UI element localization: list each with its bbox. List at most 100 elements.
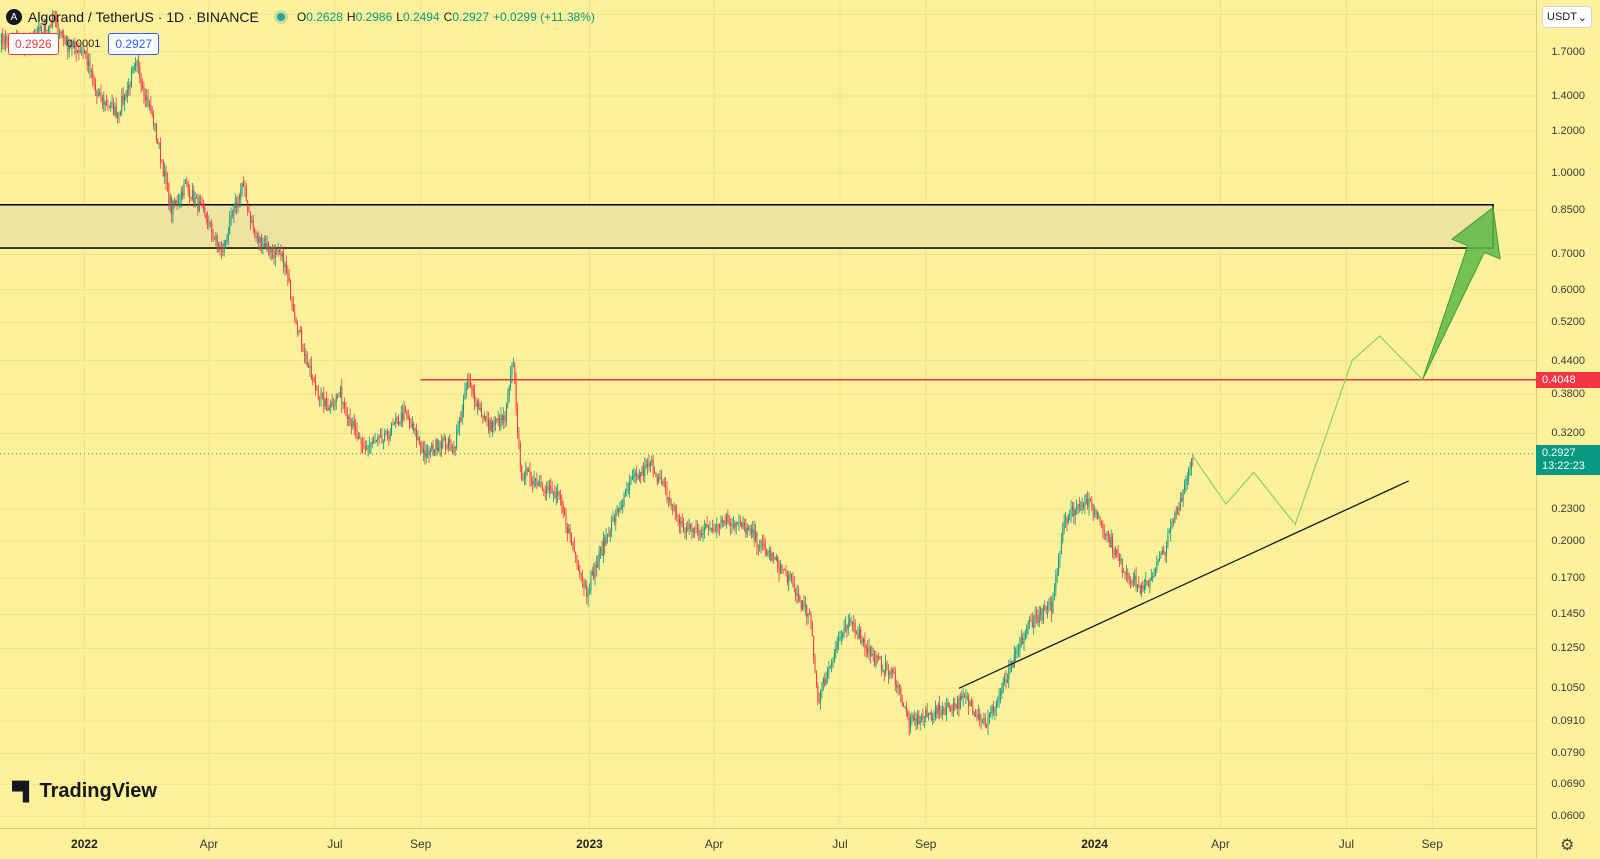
candle-body (339, 387, 341, 396)
candle-body (630, 479, 632, 482)
candle-body (362, 444, 364, 446)
candle-body (1192, 458, 1194, 460)
gear-icon[interactable]: ⚙ (1560, 837, 1575, 854)
candle-body (507, 395, 509, 405)
candle-body (1031, 619, 1033, 628)
price-axis[interactable]: 2.00001.70001.40001.20001.00000.85000.70… (1536, 0, 1600, 858)
buy-button[interactable]: 0.2927 (108, 33, 160, 55)
candle-body (1149, 580, 1151, 587)
candle-body (868, 647, 870, 654)
candle-body (439, 442, 441, 448)
candle-body (198, 201, 200, 212)
candle-body (2, 33, 4, 43)
candle-body (1027, 622, 1029, 626)
candle-body (182, 191, 184, 196)
candle-body (486, 418, 488, 420)
candle-body (108, 107, 110, 109)
candle-body (447, 439, 449, 449)
candle-body (536, 478, 538, 486)
algorand-logo-icon: A (6, 9, 22, 25)
candle-body (876, 655, 878, 657)
candle-body (749, 527, 751, 529)
candle-body (1127, 573, 1129, 576)
candle-body (65, 36, 67, 45)
candle-body (824, 678, 826, 686)
candle-body (82, 51, 84, 54)
candle-body (926, 709, 928, 717)
candle-body (110, 103, 112, 108)
candle-body (871, 653, 873, 656)
candle-body (515, 379, 517, 411)
candle-body (445, 437, 447, 449)
candle-body (845, 624, 846, 628)
candle-body (580, 574, 582, 576)
candle-body (272, 247, 274, 253)
candle-body (999, 694, 1001, 696)
candle-body (698, 528, 700, 535)
candle-body (839, 637, 841, 640)
candle-body (483, 415, 485, 419)
candle-body (619, 507, 621, 513)
candle-body (428, 450, 430, 456)
candle-body (690, 523, 691, 529)
candle-body (976, 716, 978, 719)
price-tick-label: 0.3800 (1551, 388, 1585, 401)
symbol-title[interactable]: Algorand / TetherUS · 1D · BINANCE (28, 9, 259, 25)
price-tick-label: 0.8500 (1551, 204, 1585, 217)
candle-body (726, 514, 727, 526)
candle-body (800, 601, 802, 610)
candle-body (194, 197, 196, 204)
candle-body (144, 94, 146, 101)
candle-body (634, 472, 636, 477)
candle-body (991, 706, 993, 712)
candle-body (540, 482, 542, 488)
candle-body (667, 497, 669, 500)
candle-body (1109, 535, 1111, 547)
projection-path (1192, 335, 1423, 526)
candle-body (641, 467, 643, 477)
candle-body (255, 232, 257, 239)
candle-body (277, 250, 279, 252)
candle-body (450, 443, 452, 452)
candle-body (1056, 573, 1058, 575)
candle-body (61, 31, 63, 35)
candle-body (1107, 532, 1109, 536)
price-chart[interactable] (0, 0, 1536, 828)
candle-body (1006, 679, 1008, 682)
candle-body (215, 236, 217, 240)
candle-body (1070, 508, 1072, 515)
candle-body (244, 186, 246, 190)
time-tick-label: Apr (199, 837, 219, 851)
candle-body (1002, 681, 1004, 690)
candle-body (420, 443, 422, 447)
candle-body (875, 655, 877, 666)
candle-body (406, 411, 408, 417)
candle-body (504, 415, 506, 421)
current-price-value: 0.2927 (1542, 446, 1576, 459)
candle-body (952, 702, 954, 712)
candle-body (986, 725, 988, 728)
tradingview-logo[interactable]: ▀▌ TradingView (12, 780, 157, 803)
time-axis[interactable]: 2022 Apr Jul Sep 2023 Apr Jul Sep 2024 Apr Jul Sep (0, 828, 1536, 859)
candle-body (1132, 580, 1134, 584)
candle-body (777, 556, 779, 568)
candle-body (648, 463, 650, 467)
candle-body (474, 392, 476, 403)
candle-body (532, 481, 534, 485)
candle-body (1016, 650, 1018, 652)
candle-body (176, 199, 178, 204)
candle-body (45, 24, 47, 30)
candle-body (905, 706, 907, 712)
price-tick-label: 0.1250 (1551, 642, 1585, 655)
candle-body (1171, 521, 1173, 528)
candle-body (918, 714, 920, 725)
candle-body (443, 437, 445, 440)
candle-body (605, 535, 607, 546)
candle-body (731, 526, 733, 527)
candle-body (367, 445, 369, 448)
candle-body (911, 715, 913, 718)
currency-select[interactable]: USDT ⌄ (1542, 6, 1592, 28)
candle-body (1037, 616, 1039, 623)
sell-button[interactable]: 0.2926 (8, 33, 59, 55)
candle-body (161, 161, 163, 163)
